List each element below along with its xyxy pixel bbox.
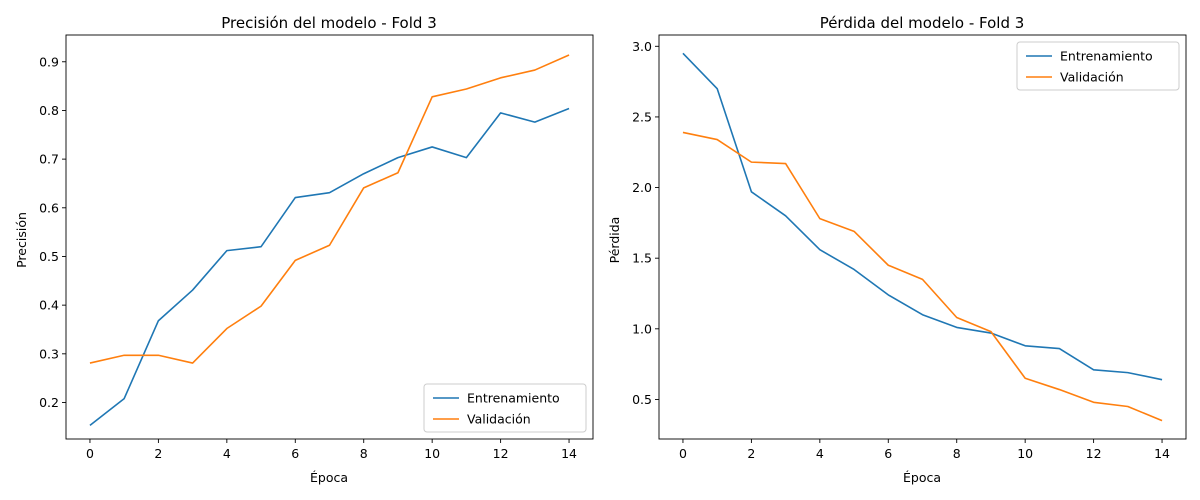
x-tick-label: 2 [747,446,755,461]
x-tick-label: 10 [424,446,440,461]
y-tick-label: 0.8 [39,103,59,118]
x-tick-label: 8 [953,446,961,461]
y-tick-label: 0.5 [39,249,59,264]
y-tick-label: 0.4 [39,298,59,313]
y-tick-label: 0.2 [39,395,59,410]
plot-frame [65,34,594,440]
y-tick-label: 0.5 [632,392,652,407]
y-tick-label: 1.0 [632,321,652,336]
x-axis-label: Época [310,470,348,485]
x-tick-label: 0 [679,446,687,461]
x-tick-label: 4 [223,446,231,461]
x-tick-label: 8 [360,446,368,461]
legend-entry-label: Validación [1060,70,1124,85]
legend: Entrenamiento Validación [423,383,587,433]
x-tick-label: 6 [884,446,892,461]
y-tick-label: 0.3 [39,346,59,361]
y-tick-label: 2.5 [632,109,652,124]
y-tick-label: 0.6 [39,200,59,215]
y-tick-label: 1.5 [632,251,652,266]
series-line [89,107,570,427]
chart-loss: Pérdida del modelo - Fold 3 Época Pérdid… [607,14,1187,485]
y-axis-label: Precisión [14,212,29,268]
x-tick-label: 4 [816,446,824,461]
x-axis-label: Época [903,470,941,485]
y-tick-label: 0.7 [39,152,59,167]
y-tick-label: 3.0 [632,39,652,54]
y-tick-label: 0.9 [39,54,59,69]
legend: Entrenamiento Validación [1016,41,1180,91]
x-tick-label: 0 [86,446,94,461]
plot-area: 0 2 4 6 8 10 12 14 0.2 0.3 0.4 0.5 0.6 0.7 0.8 0.9 Entre… [39,34,594,461]
plot-frame [658,34,1187,440]
x-tick-label: 10 [1017,446,1033,461]
x-tick-label: 14 [561,446,577,461]
x-tick-label: 12 [493,446,509,461]
chart-accuracy: Precisión del modelo - Fold 3 Época Prec… [14,14,594,485]
legend-entry-label: Validación [467,412,531,427]
legend-box [423,383,587,433]
series-line [89,54,570,364]
plot-area: 0 2 4 6 8 10 12 14 0.5 1.0 1.5 2.0 2.5 3.0 Entrenamien… [632,34,1187,461]
legend-entry-label: Entrenamiento [467,391,560,406]
x-tick-label: 2 [154,446,162,461]
x-tick-label: 14 [1154,446,1170,461]
legend-entry-label: Entrenamiento [1060,49,1153,64]
series-line [682,52,1163,381]
chart-title: Pérdida del modelo - Fold 3 [820,14,1025,32]
y-tick-label: 2.0 [632,180,652,195]
x-tick-label: 12 [1086,446,1102,461]
series-line [682,131,1163,422]
y-axis-label: Pérdida [607,217,622,264]
x-tick-label: 6 [291,446,299,461]
chart-title: Precisión del modelo - Fold 3 [221,14,437,32]
legend-box [1016,41,1180,91]
